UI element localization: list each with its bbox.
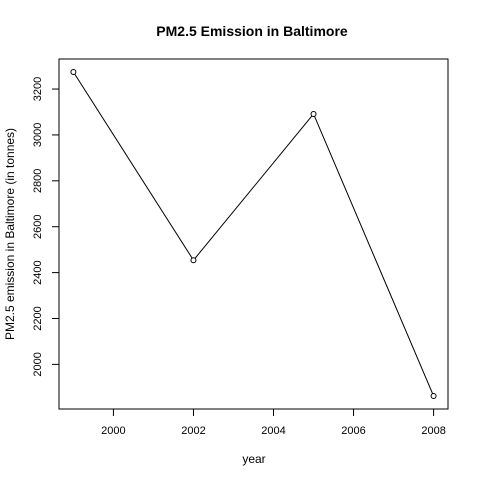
y-axis: 2000 2200 2400 2600 2800 3000 3200 [32, 77, 60, 377]
y-tick-label: 2200 [32, 306, 44, 330]
x-axis: 2000 2002 2004 2006 2008 [101, 408, 446, 437]
data-point [190, 257, 197, 264]
series-line [72, 71, 435, 397]
series-layer [70, 69, 437, 399]
y-tick-label: 2000 [32, 352, 44, 376]
x-tick-label: 2000 [101, 425, 125, 437]
x-tick-label: 2002 [181, 425, 205, 437]
y-tick-label: 3200 [32, 77, 44, 101]
y-axis-label: PM2.5 emission in Baltimore (in tonnes) [3, 128, 17, 340]
data-point [70, 69, 77, 76]
y-tick-label: 2800 [32, 169, 44, 193]
data-point [430, 392, 437, 399]
y-tick-label: 2400 [32, 260, 44, 284]
plot-frame [58, 58, 449, 410]
y-tick-label: 2600 [32, 214, 44, 238]
x-tick-label: 2008 [421, 425, 445, 437]
x-axis-label: year [242, 452, 265, 466]
chart-title: PM2.5 Emission in Baltimore [156, 23, 348, 39]
data-point [310, 110, 317, 117]
y-tick-label: 3000 [32, 123, 44, 147]
x-tick-label: 2006 [341, 425, 365, 437]
x-tick-label: 2004 [261, 425, 285, 437]
